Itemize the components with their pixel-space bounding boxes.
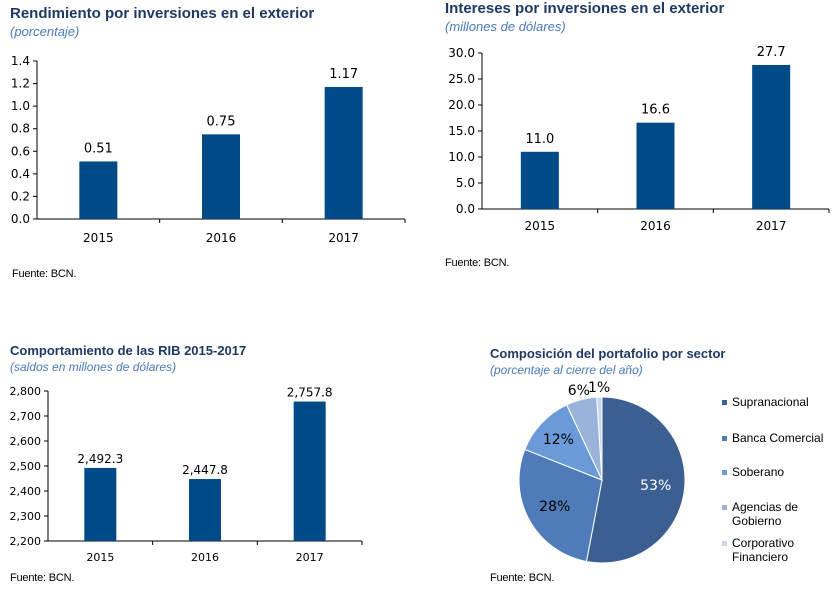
intereses-data-label-2015: 11.0 bbox=[525, 132, 554, 147]
rib-subtitle: (saldos en millones de dólares) bbox=[10, 360, 177, 374]
rendimiento-x-label-2015: 2015 bbox=[83, 231, 114, 245]
rib-data-label-2016: 2,447.8 bbox=[182, 463, 228, 477]
portafolio-subtitle: (porcentaje al cierre del año) bbox=[490, 363, 643, 377]
legend-swatch bbox=[722, 505, 727, 510]
legend-label: Soberano bbox=[732, 465, 785, 479]
rendimiento-y-tick-label: 0.6 bbox=[11, 144, 30, 158]
intereses-y-tick-label: 20.0 bbox=[448, 98, 475, 112]
rib-source: Fuente: BCN. bbox=[10, 572, 75, 584]
intereses-source: Fuente: BCN. bbox=[445, 257, 510, 269]
rendimiento-data-label-2016: 0.75 bbox=[207, 114, 236, 129]
rib-y-tick-label: 2,500 bbox=[10, 460, 42, 473]
rib-y-tick-label: 2,300 bbox=[10, 510, 42, 523]
rib-bar-2016 bbox=[189, 479, 221, 541]
legend-swatch bbox=[722, 436, 727, 441]
rib-y-tick-label: 2,600 bbox=[10, 435, 42, 448]
pie-slice-supranacional bbox=[585, 396, 686, 564]
rendimiento-x-label-2016: 2016 bbox=[206, 231, 237, 245]
intereses-y-tick-label: 25.0 bbox=[448, 72, 475, 86]
rendimiento-y-tick-label: 1.4 bbox=[11, 54, 30, 68]
rendimiento-data-label-2017: 1.17 bbox=[329, 67, 358, 82]
intereses-chart: 0.0 5.0 10.0 15.0 20.0 25.0 30.0 11.0 2015 16.6 20… bbox=[448, 45, 830, 233]
pie-label-banca-comercial: 28% bbox=[539, 499, 570, 515]
pie-label-supranacional: 53% bbox=[640, 478, 671, 494]
intereses-x-label-2017: 2017 bbox=[756, 219, 787, 233]
intereses-data-label-2016: 16.6 bbox=[641, 103, 670, 118]
legend-item-corporativo-financiero: Corporativo Financiero bbox=[722, 536, 830, 564]
intereses-y-tick-label: 0.0 bbox=[456, 202, 475, 216]
pie-slice-corporativo-financiero bbox=[596, 396, 603, 481]
rendimiento-y-tick-label: 1.0 bbox=[11, 99, 30, 113]
rendimiento-y-tick-label: 0.8 bbox=[11, 122, 30, 136]
pie-slice-banca-comercial bbox=[518, 448, 603, 563]
legend-label: Banca Comercial bbox=[732, 431, 824, 445]
intereses-bar-2017 bbox=[752, 64, 791, 210]
intereses-x-label-2015: 2015 bbox=[525, 219, 556, 233]
intereses-x-label-2016: 2016 bbox=[640, 219, 671, 233]
legend-item-agencias-de-gobierno: Agencias de Gobierno bbox=[722, 500, 830, 528]
rendimiento-chart: 0.0 0.2 0.4 0.6 0.8 1.0 1.2 1.4 0.51 2015 0.75 2016… bbox=[11, 54, 406, 245]
rendimiento-bar-2017 bbox=[324, 86, 363, 219]
legend-swatch bbox=[722, 541, 727, 546]
pie-label-soberano: 12% bbox=[543, 432, 574, 448]
rendimiento-y-tick-label: 0.2 bbox=[11, 189, 30, 203]
legend-swatch bbox=[722, 400, 727, 405]
legend-swatch bbox=[722, 470, 727, 475]
rendimiento-y-tick-label: 0.4 bbox=[11, 167, 30, 181]
rendimiento-data-label-2015: 0.51 bbox=[84, 141, 113, 156]
intereses-y-tick-label: 10.0 bbox=[448, 150, 475, 164]
intereses-subtitle: (millones de dólares) bbox=[445, 19, 566, 34]
legend-item-banca-comercial: Banca Comercial bbox=[722, 431, 830, 445]
rib-bar-2017 bbox=[293, 401, 326, 541]
pie-label-corporativo-financiero: 1% bbox=[588, 380, 610, 396]
intereses-bar-2016 bbox=[636, 122, 675, 209]
legend-item-soberano: Soberano bbox=[722, 465, 830, 479]
intereses-y-tick-label: 30.0 bbox=[448, 46, 475, 60]
rib-chart: 2,200 2,300 2,400 2,500 2,600 2,700 2,800 2,492… bbox=[10, 385, 363, 564]
rib-title: Comportamiento de las RIB 2015-2017 bbox=[10, 343, 247, 358]
rendimiento-x-label-2017: 2017 bbox=[328, 231, 359, 245]
rib-x-label-2017: 2017 bbox=[296, 551, 324, 564]
intereses-bar-2015 bbox=[520, 151, 559, 209]
rendimiento-source: Fuente: BCN. bbox=[12, 268, 77, 280]
rib-data-label-2015: 2,492.3 bbox=[77, 452, 123, 466]
portafolio-title: Composición del portafolio por sector bbox=[490, 346, 726, 361]
intereses-title: Intereses por inversiones en el exterior bbox=[445, 0, 725, 17]
rendimiento-bar-2015 bbox=[79, 161, 118, 219]
portafolio-source: Fuente: BCN. bbox=[490, 572, 555, 584]
rib-y-tick-label: 2,200 bbox=[10, 535, 42, 548]
rib-bar-2015 bbox=[84, 467, 117, 541]
rib-y-tick-label: 2,700 bbox=[10, 410, 42, 423]
legend-label: Corporativo Financiero bbox=[732, 536, 795, 564]
intereses-y-tick-label: 15.0 bbox=[448, 124, 475, 138]
rib-y-tick-label: 2,400 bbox=[10, 485, 42, 498]
pie-label-agencias-de-gobierno: 6% bbox=[568, 383, 590, 399]
rendimiento-subtitle: (porcentaje) bbox=[10, 24, 80, 39]
legend-label: Agencias de Gobierno bbox=[732, 500, 799, 528]
rendimiento-bar-2016 bbox=[202, 134, 240, 219]
rendimiento-y-tick-label: 0.0 bbox=[11, 212, 30, 226]
legend-label: Supranacional bbox=[732, 395, 809, 409]
pie-slice-soberano bbox=[524, 404, 603, 481]
rib-x-label-2016: 2016 bbox=[191, 551, 219, 564]
rendimiento-title: Rendimiento por inversiones en el exteri… bbox=[10, 5, 315, 22]
intereses-data-label-2017: 27.7 bbox=[757, 45, 786, 60]
rendimiento-y-tick-label: 1.2 bbox=[11, 77, 30, 91]
legend-item-supranacional: Supranacional bbox=[722, 395, 830, 409]
rib-data-label-2017: 2,757.8 bbox=[287, 386, 333, 400]
rib-y-tick-label: 2,800 bbox=[10, 385, 42, 398]
rib-x-label-2015: 2015 bbox=[86, 551, 114, 564]
intereses-y-tick-label: 5.0 bbox=[456, 176, 475, 190]
